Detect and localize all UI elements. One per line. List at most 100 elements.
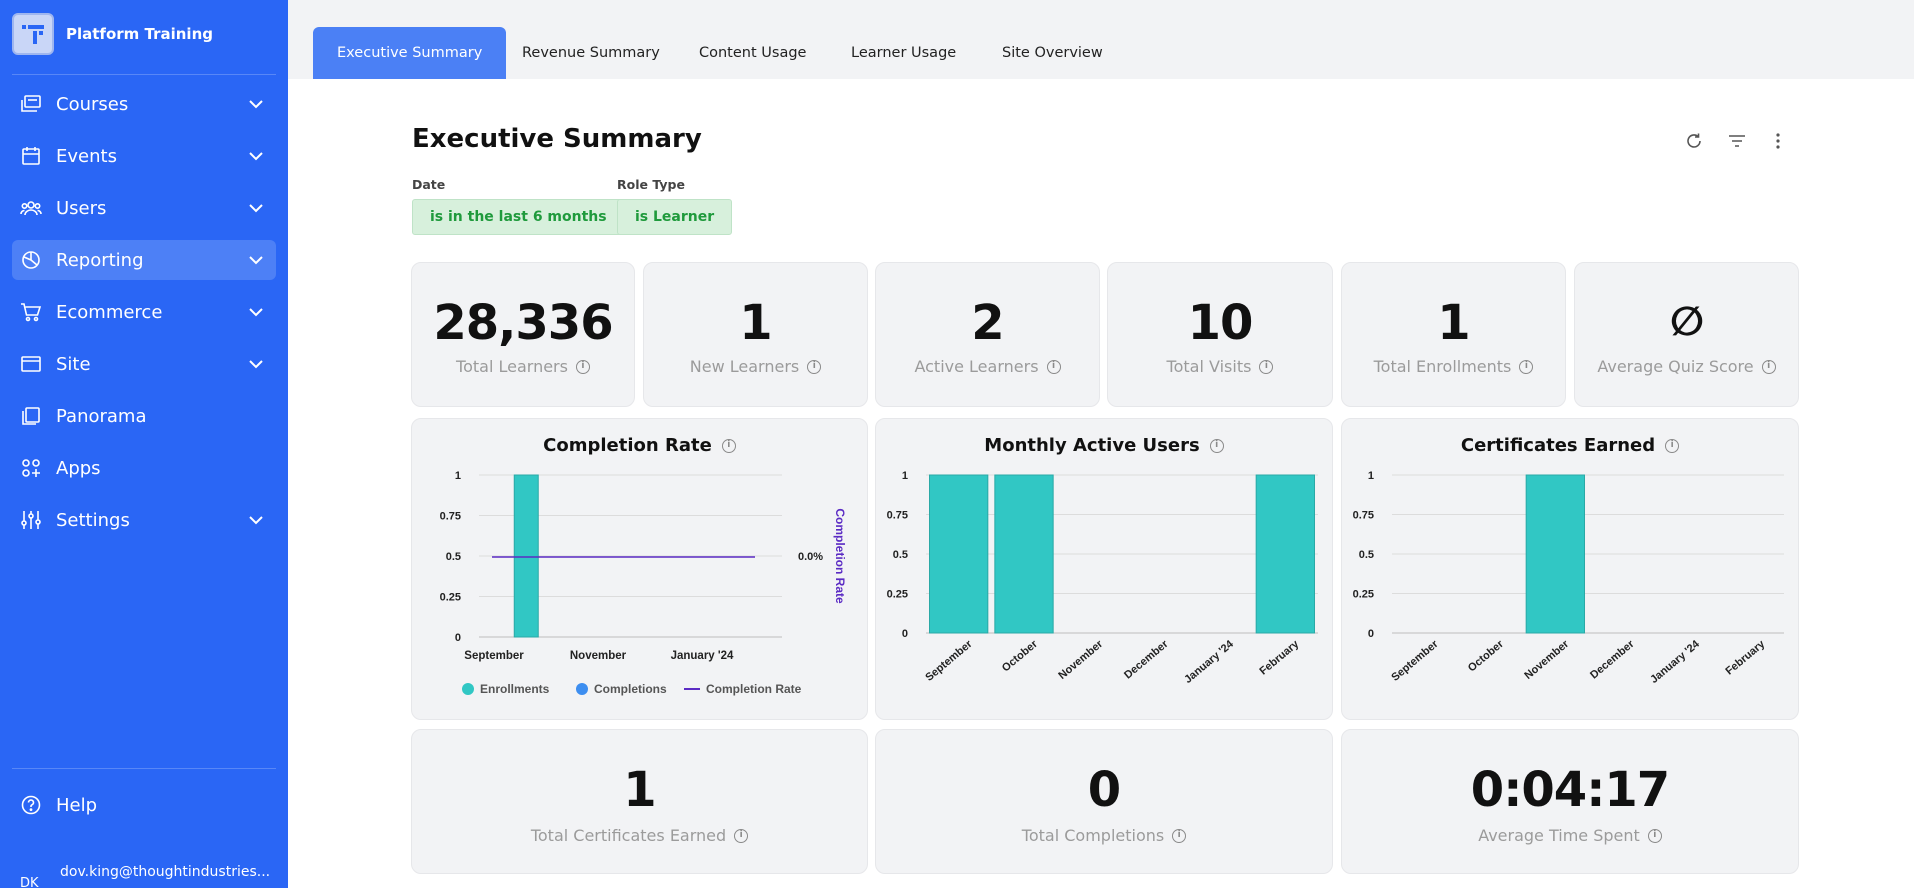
- info-icon[interactable]: i: [734, 828, 749, 843]
- sidebar-divider: [12, 768, 276, 769]
- kpi-label: Total Enrollments i: [1342, 357, 1565, 376]
- filter-chip-role-type[interactable]: is Learner: [617, 199, 733, 235]
- sidebar: Platform Training Courses Events Users: [0, 0, 288, 888]
- chart-title: Certificates Earned i: [1342, 435, 1798, 456]
- info-icon[interactable]: i: [1046, 359, 1061, 374]
- chart-title-text: Certificates Earned: [1460, 435, 1656, 456]
- tab-revenue-summary[interactable]: Revenue Summary: [522, 45, 660, 61]
- x-tick-label: December: [1122, 638, 1171, 682]
- sidebar-item-panorama[interactable]: Panorama: [12, 396, 276, 436]
- sidebar-item-users[interactable]: Users: [12, 188, 276, 228]
- sidebar-item-reporting[interactable]: Reporting: [12, 240, 276, 280]
- info-icon[interactable]: i: [807, 359, 822, 374]
- x-tick-label: October: [1000, 638, 1041, 675]
- info-icon[interactable]: i: [1761, 359, 1776, 374]
- tab-learner-usage[interactable]: Learner Usage: [851, 45, 957, 61]
- chevron-down-icon: [249, 360, 263, 369]
- sidebar-item-settings[interactable]: Settings: [12, 500, 276, 540]
- tab-site-overview[interactable]: Site Overview: [1002, 45, 1103, 61]
- info-icon[interactable]: i: [1665, 438, 1680, 453]
- kpi-value: 0: [1087, 762, 1121, 818]
- info-icon[interactable]: i: [721, 438, 736, 453]
- kpi-card-total-learners[interactable]: 28,336 Total Learners i: [411, 262, 635, 407]
- avatar[interactable]: DK: [20, 876, 39, 888]
- sidebar-item-events[interactable]: Events: [12, 136, 276, 176]
- brand[interactable]: Platform Training: [12, 13, 213, 55]
- x-tick-label: January '24: [671, 650, 734, 662]
- info-icon[interactable]: i: [1259, 359, 1274, 374]
- refresh-icon[interactable]: [1683, 130, 1705, 152]
- tab-content-usage[interactable]: Content Usage: [699, 45, 807, 61]
- kpi-value: 10: [1187, 295, 1254, 351]
- kpi-value: 1: [739, 295, 772, 351]
- users-icon: [20, 197, 42, 219]
- pie-chart-icon: [20, 249, 42, 271]
- kpi-card-total-completions[interactable]: 0 Total Completions i: [875, 729, 1333, 874]
- filter-chip-date[interactable]: is in the last 6 months: [412, 199, 625, 235]
- bar: [1255, 474, 1315, 634]
- chevron-down-icon: [249, 308, 263, 317]
- sidebar-divider: [12, 74, 276, 75]
- chevron-down-icon: [249, 204, 263, 213]
- chevron-down-icon: [249, 100, 263, 109]
- sidebar-item-courses[interactable]: Courses: [12, 84, 276, 124]
- kpi-label: New Learners i: [644, 357, 867, 376]
- kpi-label: Total Completions i: [876, 826, 1332, 845]
- chart-title-text: Monthly Active Users: [984, 435, 1200, 456]
- sidebar-item-label: Ecommerce: [56, 301, 163, 323]
- x-tick-label: February: [1723, 638, 1767, 678]
- sidebar-item-apps[interactable]: Apps: [12, 448, 276, 488]
- y-tick-label: 1: [902, 470, 908, 482]
- kpi-card-total-certificates-earned[interactable]: 1 Total Certificates Earned i: [411, 729, 868, 874]
- kpi-card-average-time-spent[interactable]: 0:04:17 Average Time Spent i: [1341, 729, 1799, 874]
- sidebar-item-label: Users: [56, 197, 107, 219]
- info-icon[interactable]: i: [1519, 359, 1534, 374]
- bar: [1525, 474, 1586, 634]
- panorama-icon: [20, 405, 42, 427]
- kpi-value: 2: [971, 295, 1004, 351]
- help-label: Help: [56, 794, 98, 816]
- info-icon[interactable]: i: [1647, 828, 1662, 843]
- kpi-label-text: Total Learners: [456, 357, 568, 376]
- chart-card-certificates-earned: Certificates Earned i 0 0.25 0.5 0.75 1 Septem…: [1341, 418, 1799, 720]
- kpi-card-active-learners[interactable]: 2 Active Learners i: [875, 262, 1100, 407]
- x-tick-label: October: [1466, 638, 1507, 675]
- y-tick-label: 0.75: [440, 511, 461, 523]
- kpi-label: Total Learners i: [412, 357, 634, 376]
- kpi-label: Average Time Spent i: [1342, 826, 1798, 845]
- kpi-label-text: Total Completions: [1021, 826, 1165, 845]
- brand-name: Platform Training: [66, 25, 213, 43]
- x-tick-label: September: [1389, 638, 1441, 684]
- info-icon[interactable]: i: [1209, 438, 1224, 453]
- tab-executive-summary[interactable]: Executive Summary: [313, 27, 507, 79]
- more-options-icon[interactable]: [1767, 130, 1789, 152]
- y-tick-label: 0.5: [893, 549, 908, 561]
- kpi-value: 1: [623, 762, 656, 818]
- y-tick-label: 0: [1368, 628, 1374, 640]
- kpi-label: Total Visits i: [1108, 357, 1332, 376]
- info-icon[interactable]: i: [1172, 828, 1187, 843]
- kpi-card-total-enrollments[interactable]: 1 Total Enrollments i: [1341, 262, 1566, 407]
- help-link[interactable]: Help: [20, 794, 97, 816]
- kpi-label-text: Total Certificates Earned: [530, 826, 727, 845]
- kpi-card-new-learners[interactable]: 1 New Learners i: [643, 262, 868, 407]
- x-tick-label: November: [570, 650, 627, 662]
- x-tick-label: February: [1257, 638, 1301, 678]
- kpi-card-average-quiz-score[interactable]: ∅ Average Quiz Score i: [1574, 262, 1799, 407]
- user-email[interactable]: dov.king@thoughtindustries...: [60, 864, 271, 880]
- kpi-label: Average Quiz Score i: [1575, 357, 1798, 376]
- kpi-value: 0:04:17: [1470, 762, 1670, 818]
- completion-rate-chart: 0 0.25 0.5 0.75 1 0.0% Completion Rate Septembe…: [440, 470, 847, 696]
- filter-icon[interactable]: [1726, 130, 1748, 152]
- chevron-down-icon: [249, 152, 263, 161]
- brand-logo-icon: [12, 13, 54, 55]
- legend-label: Enrollments: [480, 682, 550, 696]
- sidebar-item-ecommerce[interactable]: Ecommerce: [12, 292, 276, 332]
- sidebar-item-site[interactable]: Site: [12, 344, 276, 384]
- kpi-card-total-visits[interactable]: 10 Total Visits i: [1107, 262, 1333, 407]
- info-icon[interactable]: i: [575, 359, 590, 374]
- calendar-icon: [20, 145, 42, 167]
- kpi-value: ∅: [1669, 299, 1704, 345]
- kpi-value: 1: [1437, 295, 1470, 351]
- apps-icon: [20, 457, 42, 479]
